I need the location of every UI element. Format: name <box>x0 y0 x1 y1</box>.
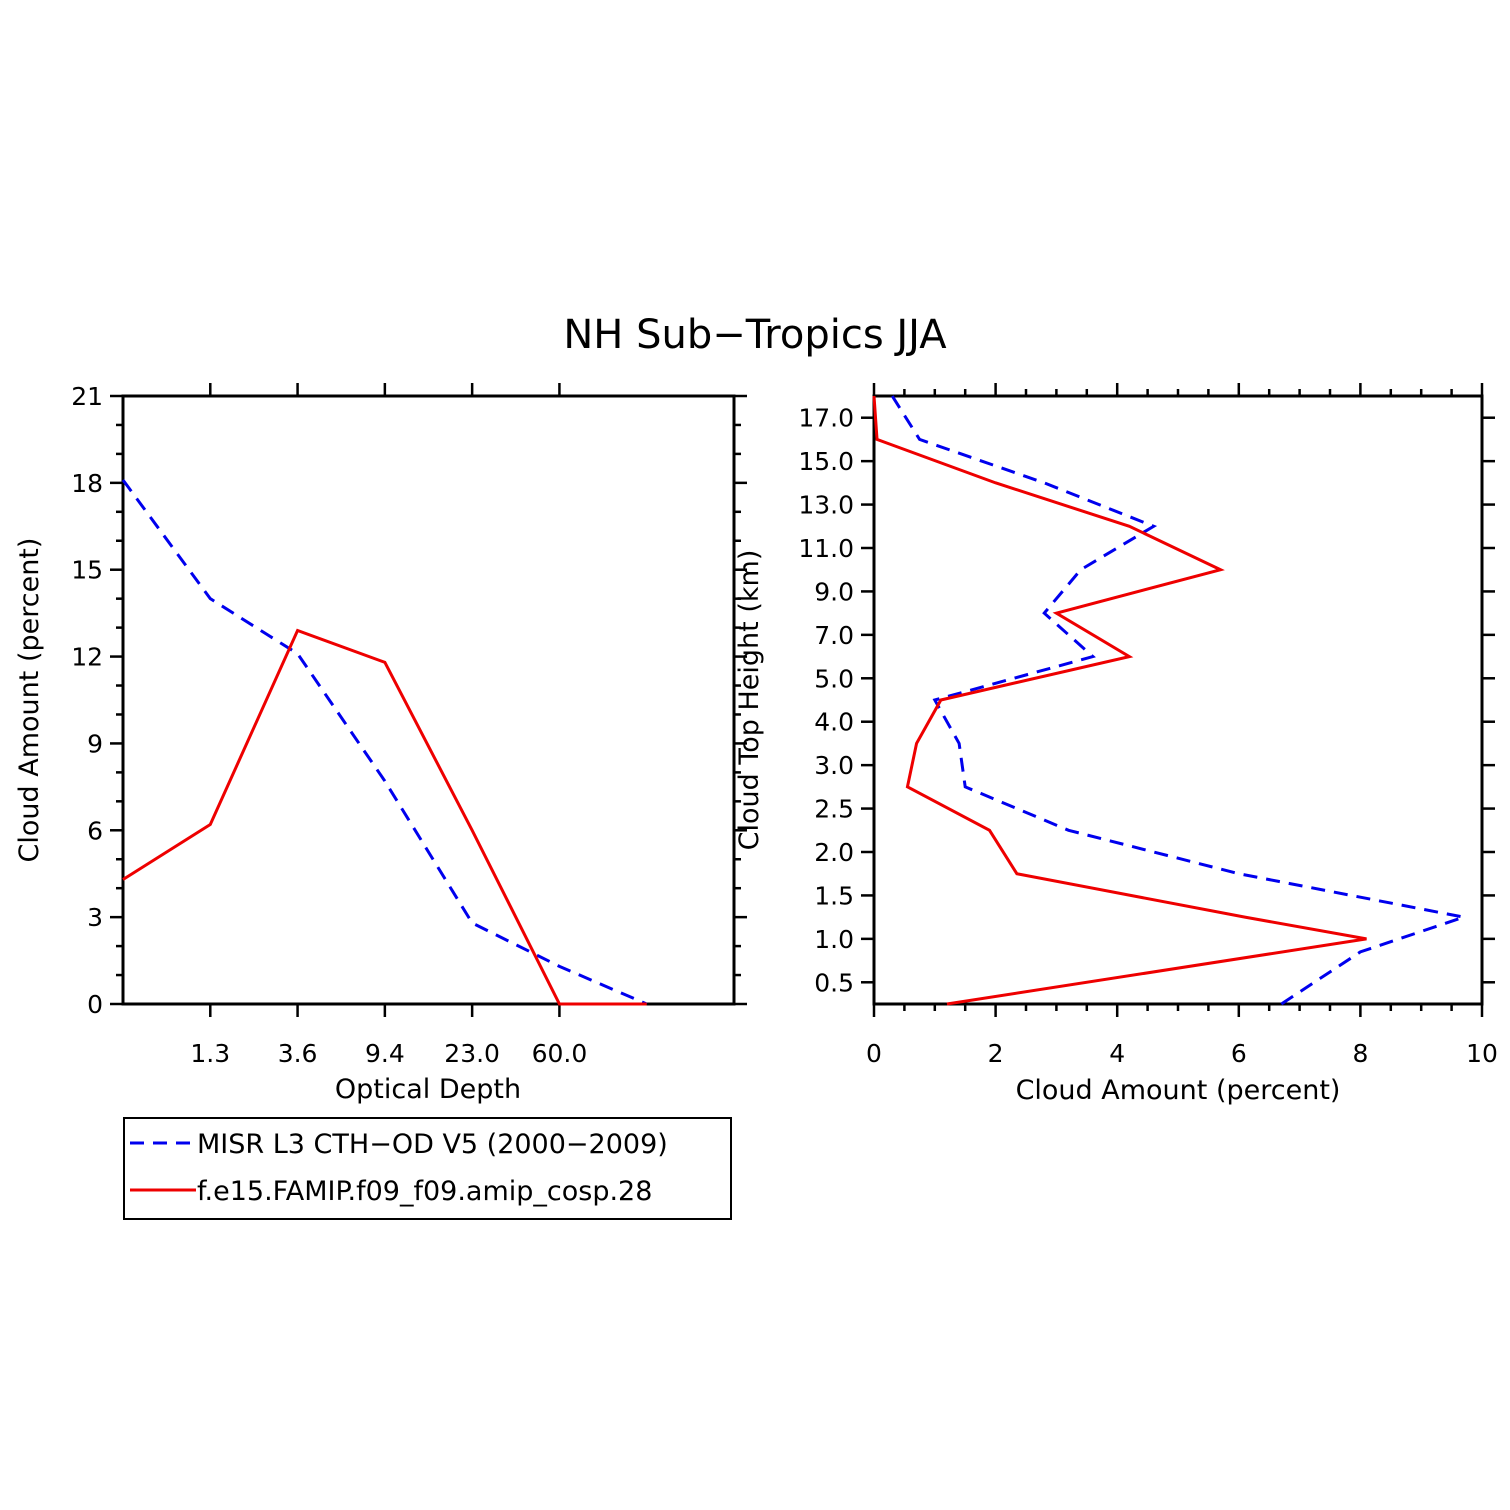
right-y-tick-label: 7.0 <box>814 621 854 650</box>
right-y-tick-label: 15.0 <box>798 447 854 476</box>
legend-box <box>123 1117 732 1220</box>
right-y-tick-label: 11.0 <box>798 534 854 563</box>
right-y-tick-label: 2.5 <box>814 795 854 824</box>
left-x-tick-label: 3.6 <box>278 1039 318 1068</box>
right-series <box>872 395 1470 1006</box>
optical-depth-panel: 0 3 6 9 12 15 18 21 1.3 3.6 9.4 23.0 60.0 Optical De… <box>14 382 747 1105</box>
right-series-obs-line <box>890 395 1470 1006</box>
left-y-tick-label: 9 <box>87 729 103 758</box>
cloud-top-height-panel: 0 2 4 6 8 10 0.5 1.0 1.5 2.0 2.5 3.0 4.0 5.0 7.0 9.0 11.… <box>734 383 1498 1106</box>
left-y-tick-label: 12 <box>71 643 103 672</box>
left-x-tick-label: 60.0 <box>532 1039 588 1068</box>
left-series <box>121 479 648 1006</box>
left-y-tick-label: 3 <box>87 903 103 932</box>
legend-label-obs: MISR L3 CTH−OD V5 (2000−2009) <box>197 1129 668 1160</box>
left-x-tick-label: 1.3 <box>190 1039 230 1068</box>
left-y-tick-label: 21 <box>71 382 103 411</box>
left-plot-frame <box>121 394 736 1006</box>
right-ticks: 0 2 4 6 8 10 0.5 1.0 1.5 2.0 2.5 3.0 4.0 5.0 7.0 9.0 11.… <box>798 383 1498 1068</box>
right-y-tick-label: 1.5 <box>814 881 854 910</box>
left-series-obs-line <box>121 479 648 1006</box>
right-x-tick-label: 2 <box>988 1039 1004 1068</box>
right-y-tick-label: 13.0 <box>798 491 854 520</box>
right-x-tick-label: 4 <box>1109 1039 1125 1068</box>
left-ticks: 0 3 6 9 12 15 18 21 1.3 3.6 9.4 23.0 60.0 <box>71 382 747 1068</box>
right-plot-frame <box>872 394 1484 1006</box>
right-y-tick-label: 4.0 <box>814 708 854 737</box>
left-x-axis-label: Optical Depth <box>335 1074 521 1105</box>
right-y-tick-label: 3.0 <box>814 751 854 780</box>
right-y-tick-label: 17.0 <box>798 404 854 433</box>
left-series-model-line <box>122 628 647 1006</box>
legend: MISR L3 CTH−OD V5 (2000−2009) f.e15.FAMI… <box>123 1117 732 1220</box>
right-x-tick-label: 0 <box>866 1039 882 1068</box>
left-x-tick-label: 9.4 <box>365 1039 405 1068</box>
left-y-tick-label: 18 <box>71 469 103 498</box>
left-y-tick-label: 15 <box>71 556 103 585</box>
right-y-tick-label: 9.0 <box>814 577 854 606</box>
left-y-tick-label: 0 <box>87 990 103 1019</box>
right-y-tick-label: 5.0 <box>814 664 854 693</box>
right-x-tick-label: 8 <box>1352 1039 1368 1068</box>
right-x-tick-label: 6 <box>1231 1039 1247 1068</box>
left-x-tick-label: 23.0 <box>444 1039 500 1068</box>
right-y-tick-label: 2.0 <box>814 838 854 867</box>
right-x-axis-label: Cloud Amount (percent) <box>1016 1075 1341 1106</box>
right-x-tick-label: 10 <box>1466 1039 1498 1068</box>
left-y-axis-label: Cloud Amount (percent) <box>14 538 45 863</box>
right-y-tick-label: 1.0 <box>814 925 854 954</box>
legend-label-model: f.e15.FAMIP.f09_f09.amip_cosp.28 <box>197 1176 652 1207</box>
right-y-axis-label: Cloud Top Height (km) <box>734 550 765 851</box>
right-series-model-line <box>872 395 1367 1006</box>
right-y-tick-label: 0.5 <box>814 968 854 997</box>
figure-title: NH Sub−Tropics JJA <box>563 312 947 358</box>
left-y-tick-label: 6 <box>87 816 103 845</box>
